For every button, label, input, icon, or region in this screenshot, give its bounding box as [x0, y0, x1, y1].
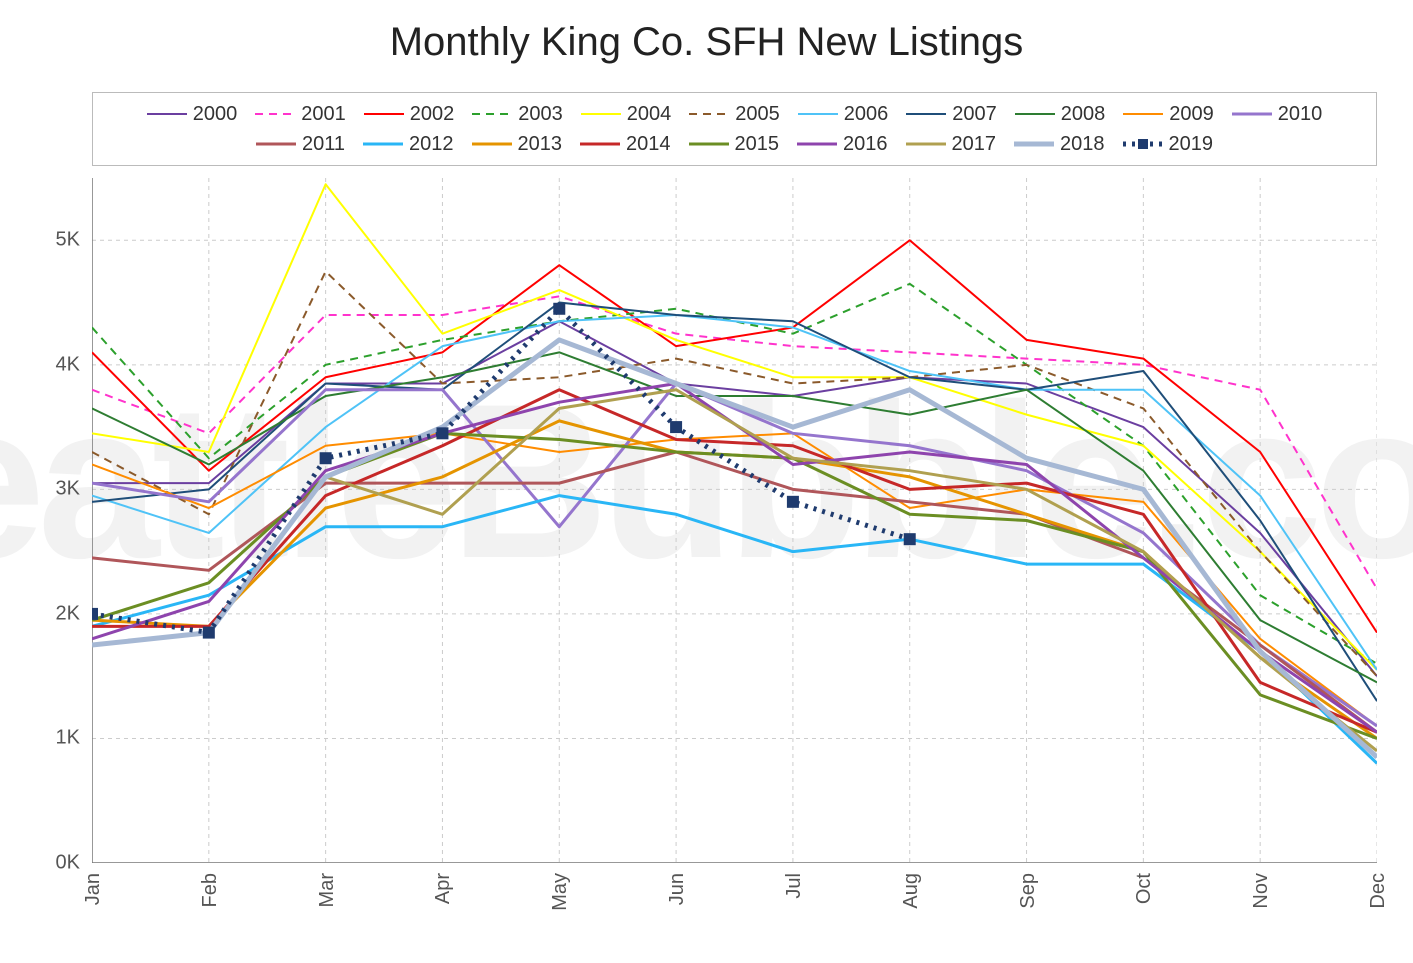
legend-swatch — [906, 134, 946, 154]
legend-label: 2000 — [193, 103, 238, 126]
legend-item: 2019 — [1123, 129, 1214, 159]
legend-label: 2011 — [302, 133, 345, 156]
x-tick-label: Jan — [82, 873, 105, 905]
legend-item: 2017 — [906, 129, 997, 159]
x-tick-label: Apr — [432, 873, 455, 904]
legend-label: 2012 — [409, 133, 454, 156]
legend-item: 2014 — [580, 129, 671, 159]
legend: 2000 2001 2002 2003 2004 2005 2006 2007 2008 2009… — [92, 92, 1377, 166]
legend-swatch — [689, 104, 729, 124]
legend-swatch — [364, 104, 404, 124]
legend-swatch — [255, 104, 295, 124]
legend-swatch — [798, 104, 838, 124]
legend-label: 2004 — [627, 103, 672, 126]
legend-label: 2005 — [735, 103, 780, 126]
plot-area — [92, 178, 1377, 863]
legend-swatch — [906, 104, 946, 124]
legend-swatch — [147, 104, 187, 124]
legend-item: 2009 — [1123, 99, 1214, 129]
legend-swatch — [1232, 104, 1272, 124]
y-tick-label: 2K — [56, 602, 80, 625]
y-tick-label: 3K — [56, 478, 80, 501]
chart-title: Monthly King Co. SFH New Listings — [0, 20, 1413, 65]
legend-swatch — [363, 134, 403, 154]
legend-label: 2015 — [735, 133, 780, 156]
legend-swatch — [580, 134, 620, 154]
legend-swatch — [581, 104, 621, 124]
legend-label: 2017 — [952, 133, 997, 156]
legend-item: 2003 — [472, 99, 563, 129]
x-axis-labels: JanFebMarAprMayJunJulAugSepOctNovDec — [92, 865, 1377, 955]
legend-label: 2003 — [518, 103, 563, 126]
x-tick-label: Jun — [666, 873, 689, 905]
legend-item: 2015 — [689, 129, 780, 159]
legend-swatch — [1014, 134, 1054, 154]
legend-item: 2004 — [581, 99, 672, 129]
legend-swatch — [472, 104, 512, 124]
legend-item: 2005 — [689, 99, 780, 129]
x-tick-label: Mar — [316, 873, 339, 907]
legend-swatch — [1123, 104, 1163, 124]
legend-label: 2019 — [1169, 133, 1214, 156]
legend-label: 2013 — [518, 133, 563, 156]
legend-item: 2001 — [255, 99, 346, 129]
y-tick-label: 0K — [56, 852, 80, 875]
legend-item: 2008 — [1015, 99, 1106, 129]
legend-label: 2006 — [844, 103, 889, 126]
x-tick-label: Nov — [1250, 873, 1273, 909]
y-tick-label: 4K — [56, 353, 80, 376]
legend-item: 2012 — [363, 129, 454, 159]
legend-label: 2007 — [952, 103, 997, 126]
x-tick-label: Jul — [783, 873, 806, 899]
y-axis-labels: 0K1K2K3K4K5K — [0, 178, 88, 863]
legend-item: 2013 — [472, 129, 563, 159]
legend-item: 2011 — [256, 129, 345, 159]
plot-svg — [92, 178, 1377, 863]
legend-label: 2008 — [1061, 103, 1106, 126]
legend-label: 2010 — [1278, 103, 1323, 126]
x-tick-label: Sep — [1017, 873, 1040, 909]
y-tick-label: 5K — [56, 229, 80, 252]
legend-swatch — [1015, 104, 1055, 124]
chart-container: SeattleBubble.com Monthly King Co. SFH N… — [0, 0, 1413, 963]
legend-swatch — [689, 134, 729, 154]
y-tick-label: 1K — [56, 727, 80, 750]
legend-item: 2002 — [364, 99, 455, 129]
x-tick-label: May — [549, 873, 572, 911]
legend-swatch — [1123, 134, 1163, 154]
x-tick-label: Oct — [1133, 873, 1156, 904]
x-tick-label: Aug — [900, 873, 923, 909]
legend-label: 2016 — [843, 133, 888, 156]
legend-swatch — [797, 134, 837, 154]
legend-label: 2014 — [626, 133, 671, 156]
legend-item: 2018 — [1014, 129, 1105, 159]
x-tick-label: Feb — [199, 873, 222, 907]
legend-label: 2002 — [410, 103, 455, 126]
legend-item: 2000 — [147, 99, 238, 129]
x-tick-label: Dec — [1367, 873, 1390, 909]
legend-item: 2016 — [797, 129, 888, 159]
legend-label: 2001 — [301, 103, 346, 126]
legend-label: 2018 — [1060, 133, 1105, 156]
legend-item: 2007 — [906, 99, 997, 129]
legend-swatch — [256, 134, 296, 154]
legend-swatch — [472, 134, 512, 154]
legend-item: 2006 — [798, 99, 889, 129]
legend-label: 2009 — [1169, 103, 1214, 126]
legend-item: 2010 — [1232, 99, 1323, 129]
